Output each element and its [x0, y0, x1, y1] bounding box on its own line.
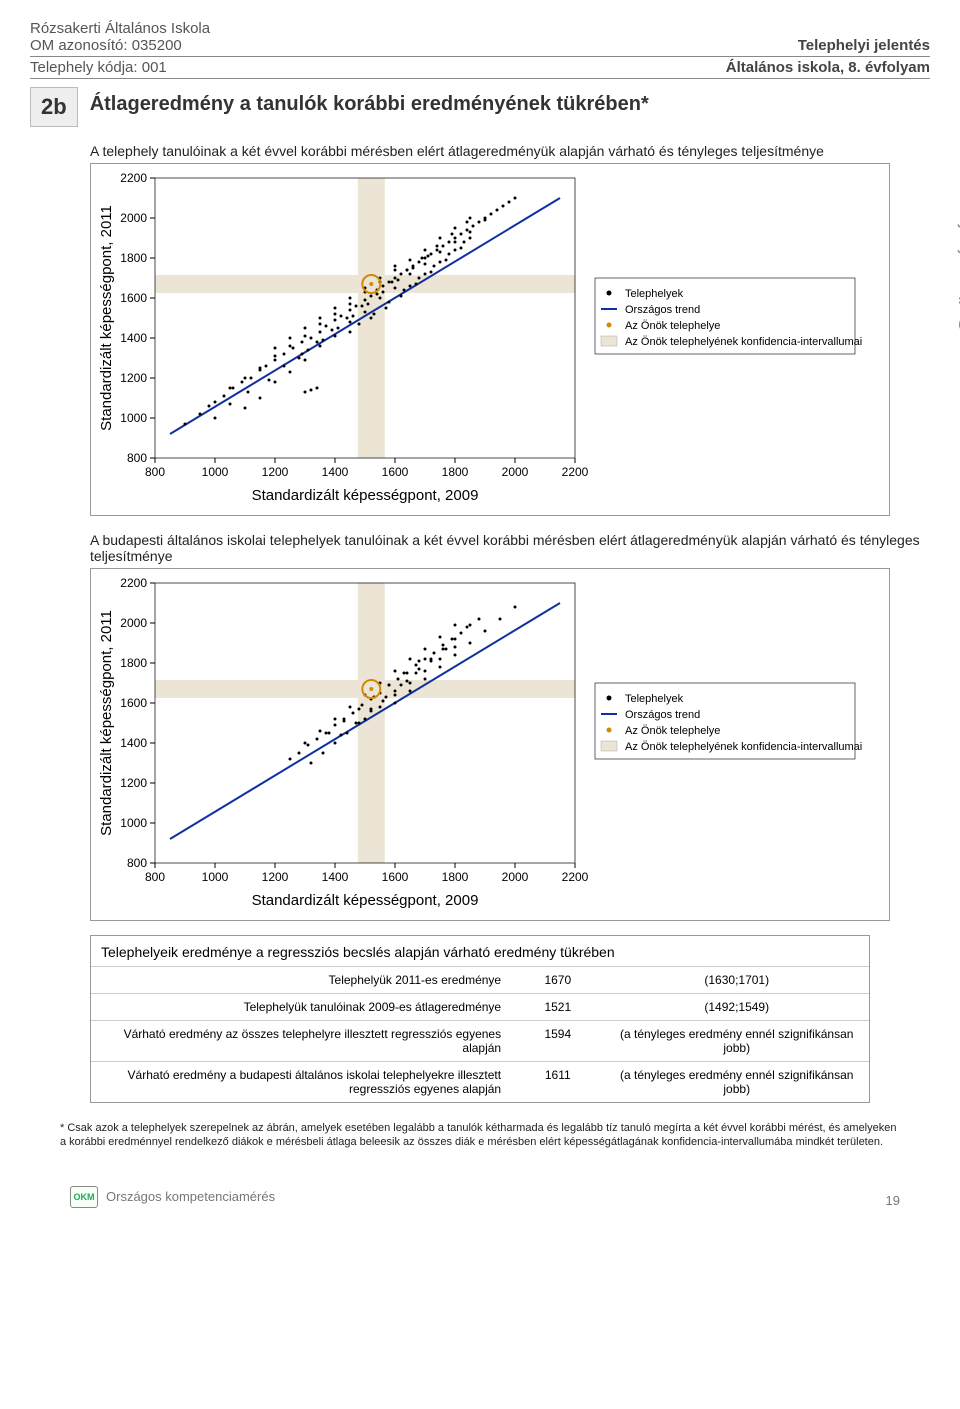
page-number: 19	[886, 1193, 900, 1208]
svg-text:1600: 1600	[382, 465, 409, 479]
svg-text:1200: 1200	[262, 465, 289, 479]
svg-text:Országos trend: Országos trend	[625, 709, 700, 721]
section-number: 2b	[30, 87, 78, 127]
svg-text:Standardizált képességpont, 20: Standardizált képességpont, 2009	[252, 892, 479, 909]
chart1-caption: A telephely tanulóinak a két évvel koráb…	[90, 143, 930, 159]
table-title: Telephelyeik eredménye a regressziós bec…	[91, 936, 869, 966]
svg-text:1800: 1800	[120, 251, 147, 265]
table-row: Várható eredmény a budapesti általános i…	[91, 1062, 869, 1103]
row-value: 1594	[511, 1021, 604, 1062]
svg-text:2000: 2000	[120, 211, 147, 225]
svg-text:Az Önök telephelye: Az Önök telephelye	[625, 320, 720, 332]
svg-text:Standardizált képességpont, 20: Standardizált képességpont, 2009	[252, 487, 479, 504]
svg-text:1400: 1400	[322, 870, 349, 884]
om-id: OM azonosító: 035200	[30, 37, 182, 54]
svg-text:Telephelyek: Telephelyek	[625, 288, 684, 300]
svg-text:Országos trend: Országos trend	[625, 304, 700, 316]
svg-text:1600: 1600	[120, 291, 147, 305]
results-table: Telephelyeik eredménye a regressziós bec…	[90, 935, 870, 1103]
scatter-chart-1: 800800 1000 1000 1200 1200 1400 1400 1600 1600 18…	[95, 168, 875, 508]
okm-logo-icon: OKM	[70, 1186, 98, 1208]
svg-text:1000: 1000	[120, 816, 147, 830]
footer-left-text: Országos kompetenciamérés	[106, 1189, 275, 1204]
svg-text:2000: 2000	[120, 616, 147, 630]
table-row: Várható eredmény az összes telephelyre i…	[91, 1021, 869, 1062]
row-note: (1630;1701)	[604, 967, 869, 994]
svg-text:1200: 1200	[120, 776, 147, 790]
table-row: Telephelyük 2011-es eredménye1670(1630;1…	[91, 967, 869, 994]
svg-text:Az Önök telephelyének konfiden: Az Önök telephelyének konfidencia-interv…	[625, 336, 862, 348]
svg-text:Az Önök telephelyének konfiden: Az Önök telephelyének konfidencia-interv…	[625, 741, 862, 753]
row-value: 1611	[511, 1062, 604, 1103]
row-note: (a tényleges eredmény ennél szignifikáns…	[604, 1062, 869, 1103]
table-row: Telephelyük tanulóinak 2009-es átlagered…	[91, 994, 869, 1021]
svg-text:1800: 1800	[120, 656, 147, 670]
row-value: 1521	[511, 994, 604, 1021]
school-name: Rózsakerti Általános Iskola	[30, 20, 210, 37]
row-note: (a tényleges eredmény ennél szignifikáns…	[604, 1021, 869, 1062]
report-type: Telephelyi jelentés	[798, 37, 930, 54]
section-title: Átlageredmény a tanulók korábbi eredmény…	[90, 87, 649, 116]
svg-text:2200: 2200	[120, 576, 147, 590]
svg-text:1800: 1800	[442, 870, 469, 884]
svg-text:800: 800	[145, 465, 165, 479]
row-label: Telephelyük 2011-es eredménye	[91, 967, 511, 994]
row-label: Várható eredmény az összes telephelyre i…	[91, 1021, 511, 1062]
svg-text:1000: 1000	[202, 870, 229, 884]
svg-text:2200: 2200	[120, 171, 147, 185]
svg-text:2200: 2200	[562, 870, 589, 884]
svg-text:800: 800	[127, 856, 147, 870]
telephely-code: Telephely kódja: 001	[30, 59, 167, 76]
svg-text:1000: 1000	[202, 465, 229, 479]
svg-text:1200: 1200	[120, 371, 147, 385]
footnote: * Csak azok a telephelyek szerepelnek az…	[60, 1121, 900, 1150]
svg-text:800: 800	[145, 870, 165, 884]
svg-text:Standardizált képességpont, 20: Standardizált képességpont, 2011	[98, 205, 115, 431]
svg-text:1000: 1000	[120, 411, 147, 425]
svg-text:1600: 1600	[382, 870, 409, 884]
svg-text:1400: 1400	[322, 465, 349, 479]
svg-text:Standardizált képességpont, 20: Standardizált képességpont, 2011	[98, 610, 115, 836]
chart2-caption: A budapesti általános iskolai telephelye…	[90, 532, 930, 564]
chart2-box: 800800 1000 1000 1200 1200 1400 1400 1600 1600 18…	[90, 568, 890, 921]
svg-text:2200: 2200	[562, 465, 589, 479]
svg-text:Az Önök telephelye: Az Önök telephelye	[625, 725, 720, 737]
subject-side-label: Szövegértés	[954, 210, 960, 332]
svg-text:Telephelyek: Telephelyek	[625, 693, 684, 705]
svg-text:1600: 1600	[120, 696, 147, 710]
svg-text:1400: 1400	[120, 331, 147, 345]
row-label: Várható eredmény a budapesti általános i…	[91, 1062, 511, 1103]
svg-text:2000: 2000	[502, 465, 529, 479]
chart1-box: 800800 1000 1000 1200 1200 1400 1400 1600 1600 18…	[90, 163, 890, 516]
row-label: Telephelyük tanulóinak 2009-es átlagered…	[91, 994, 511, 1021]
row-note: (1492;1549)	[604, 994, 869, 1021]
scatter-chart-2: 800800 1000 1000 1200 1200 1400 1400 1600 1600 18…	[95, 573, 875, 913]
grade-label: Általános iskola, 8. évfolyam	[726, 59, 930, 76]
svg-text:2000: 2000	[502, 870, 529, 884]
svg-text:1400: 1400	[120, 736, 147, 750]
row-value: 1670	[511, 967, 604, 994]
svg-text:1200: 1200	[262, 870, 289, 884]
svg-text:1800: 1800	[442, 465, 469, 479]
svg-text:800: 800	[127, 451, 147, 465]
